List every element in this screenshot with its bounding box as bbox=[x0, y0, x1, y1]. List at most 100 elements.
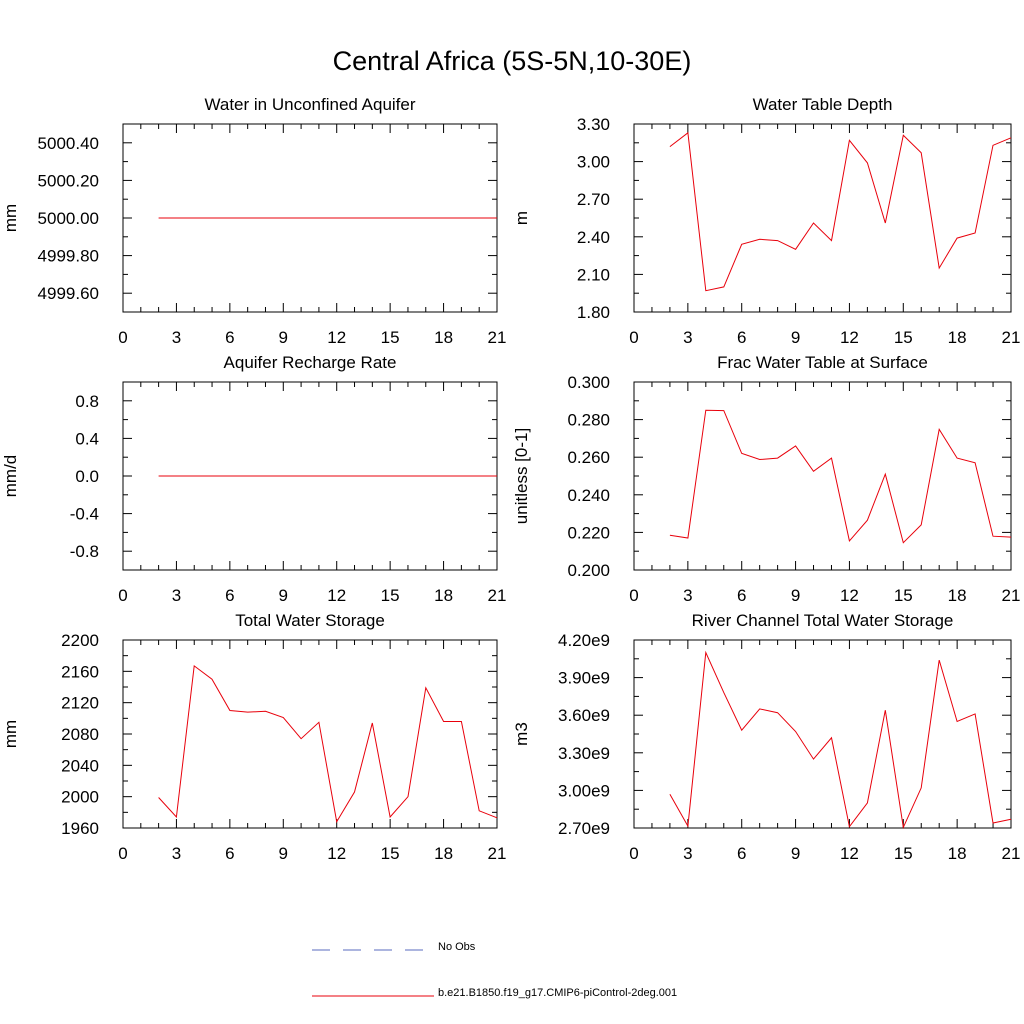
x-tick-label: 18 bbox=[948, 328, 967, 347]
plot-frame bbox=[633, 381, 1012, 571]
x-tick-label: 12 bbox=[327, 586, 346, 605]
panel-title: Aquifer Recharge Rate bbox=[224, 353, 397, 372]
chart-panel-1: Water in Unconfined Aquifer mm 0 3 6 9 12 15 18 2… bbox=[1, 95, 506, 347]
x-tick-label: 15 bbox=[894, 586, 913, 605]
y-axis-label: mm bbox=[1, 720, 20, 748]
y-axis-label: m3 bbox=[512, 722, 531, 746]
legend-swatch-solid bbox=[312, 995, 434, 997]
y-tick-label: 4999.80 bbox=[38, 247, 99, 266]
series-line bbox=[158, 664, 498, 824]
legend-label-model-run: b.e21.B1850.f19_g17.CMIP6-piControl-2deg… bbox=[438, 987, 678, 999]
chart-panel-4: Frac Water Table at Surface unitless [0-1… bbox=[512, 353, 1020, 605]
x-tick-label: 0 bbox=[629, 586, 638, 605]
plot-frame bbox=[122, 639, 498, 829]
y-axis-label: mm/d bbox=[1, 455, 20, 498]
x-tick-label: 3 bbox=[172, 586, 181, 605]
y-tick-label: 1960 bbox=[61, 819, 99, 838]
y-tick-label: 2.70e9 bbox=[558, 819, 610, 838]
legend-swatch-dashed bbox=[312, 949, 434, 951]
chart-panel-3: Aquifer Recharge Rate mm/d 0 3 6 9 12 15 18 21 -0.… bbox=[1, 353, 506, 605]
y-tick-label: 2000 bbox=[61, 788, 99, 807]
y-tick-label: 0.260 bbox=[567, 448, 610, 467]
y-tick-label: 0.8 bbox=[75, 392, 99, 411]
x-tick-label: 0 bbox=[629, 328, 638, 347]
x-tick-label: 9 bbox=[791, 328, 800, 347]
y-tick-label: 2.70 bbox=[577, 190, 610, 209]
x-tick-label: 3 bbox=[683, 328, 692, 347]
y-tick-label: 0.300 bbox=[567, 373, 610, 392]
y-tick-label: -0.8 bbox=[70, 542, 99, 561]
x-tick-label: 6 bbox=[225, 844, 234, 863]
x-tick-label: 15 bbox=[381, 328, 400, 347]
y-tick-label: 3.00e9 bbox=[558, 781, 610, 800]
x-tick-label: 21 bbox=[488, 586, 507, 605]
x-tick-label: 18 bbox=[948, 586, 967, 605]
x-tick-label: 3 bbox=[683, 844, 692, 863]
y-tick-label: 2040 bbox=[61, 756, 99, 775]
x-tick-label: 6 bbox=[737, 328, 746, 347]
y-axis-label: mm bbox=[1, 204, 20, 232]
y-tick-label: 3.00 bbox=[577, 153, 610, 172]
x-tick-label: 21 bbox=[1002, 586, 1021, 605]
x-tick-label: 21 bbox=[1002, 328, 1021, 347]
figure-title: Central Africa (5S-5N,10-30E) bbox=[332, 46, 692, 76]
x-tick-label: 12 bbox=[840, 328, 859, 347]
panel-title: River Channel Total Water Storage bbox=[692, 611, 954, 630]
y-tick-label: 0.4 bbox=[75, 429, 99, 448]
x-tick-label: 12 bbox=[840, 586, 859, 605]
x-tick-label: 21 bbox=[488, 844, 507, 863]
x-tick-label: 3 bbox=[683, 586, 692, 605]
x-tick-label: 21 bbox=[1002, 844, 1021, 863]
x-tick-label: 18 bbox=[948, 844, 967, 863]
y-tick-label: 5000.40 bbox=[38, 134, 99, 153]
x-tick-label: 15 bbox=[381, 844, 400, 863]
y-tick-label: 2120 bbox=[61, 694, 99, 713]
y-tick-label: 0.200 bbox=[567, 561, 610, 580]
y-tick-label: 3.90e9 bbox=[558, 669, 610, 688]
x-tick-label: 0 bbox=[118, 328, 127, 347]
y-tick-label: 2.40 bbox=[577, 228, 610, 247]
x-tick-label: 9 bbox=[279, 586, 288, 605]
y-tick-label: 3.60e9 bbox=[558, 706, 610, 725]
y-tick-label: -0.4 bbox=[70, 505, 99, 524]
y-tick-label: 0.0 bbox=[75, 467, 99, 486]
y-tick-label: 0.240 bbox=[567, 486, 610, 505]
y-tick-label: 0.220 bbox=[567, 523, 610, 542]
series-line bbox=[669, 131, 1012, 292]
y-tick-label: 3.30e9 bbox=[558, 744, 610, 763]
y-tick-label: 0.280 bbox=[567, 411, 610, 430]
chart-panel-6: River Channel Total Water Storage m3 0 3 6 9 1… bbox=[512, 611, 1020, 863]
x-tick-label: 6 bbox=[737, 844, 746, 863]
panel-title: Water in Unconfined Aquifer bbox=[204, 95, 415, 114]
chart-panel-2: Water Table Depth m 0 3 6 9 12 15 18 21 1.80 2.10 2.… bbox=[512, 95, 1020, 347]
x-tick-label: 6 bbox=[737, 586, 746, 605]
x-tick-label: 0 bbox=[629, 844, 638, 863]
x-tick-label: 6 bbox=[225, 586, 234, 605]
x-tick-label: 3 bbox=[172, 844, 181, 863]
x-tick-label: 15 bbox=[894, 328, 913, 347]
x-tick-label: 9 bbox=[791, 844, 800, 863]
panel-title: Water Table Depth bbox=[753, 95, 893, 114]
x-tick-label: 18 bbox=[434, 586, 453, 605]
y-tick-label: 3.30 bbox=[577, 115, 610, 134]
x-tick-label: 12 bbox=[327, 844, 346, 863]
y-axis-label: m bbox=[512, 211, 531, 225]
y-tick-label: 4.20e9 bbox=[558, 631, 610, 650]
x-tick-label: 6 bbox=[225, 328, 234, 347]
legend-label-no-obs: No Obs bbox=[438, 941, 476, 953]
x-tick-label: 3 bbox=[172, 328, 181, 347]
x-tick-label: 9 bbox=[279, 328, 288, 347]
y-axis-label: unitless [0-1] bbox=[512, 428, 531, 524]
x-tick-label: 9 bbox=[791, 586, 800, 605]
y-tick-label: 2160 bbox=[61, 662, 99, 681]
x-tick-label: 15 bbox=[894, 844, 913, 863]
y-tick-label: 2080 bbox=[61, 725, 99, 744]
y-tick-label: 2.10 bbox=[577, 265, 610, 284]
y-tick-label: 5000.20 bbox=[38, 171, 99, 190]
x-tick-label: 21 bbox=[488, 328, 507, 347]
panel-title: Frac Water Table at Surface bbox=[717, 353, 928, 372]
x-tick-label: 15 bbox=[381, 586, 400, 605]
y-tick-label: 1.80 bbox=[577, 303, 610, 322]
y-tick-label: 5000.00 bbox=[38, 209, 99, 228]
